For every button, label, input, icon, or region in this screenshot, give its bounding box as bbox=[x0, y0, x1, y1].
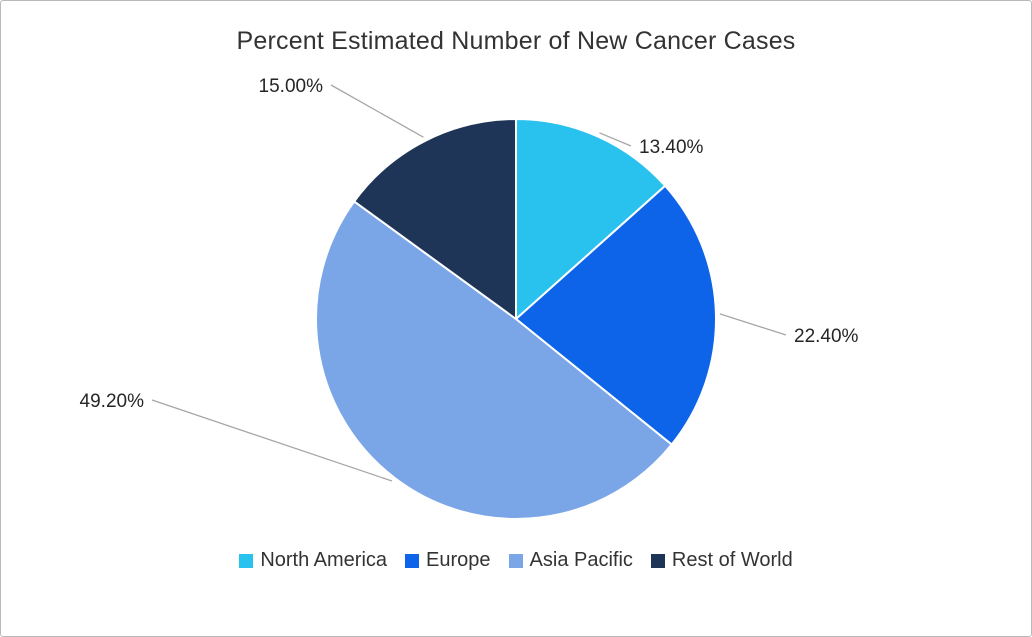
data-label-asia-pacific: 49.20% bbox=[80, 391, 145, 412]
legend-swatch-europe bbox=[405, 553, 420, 568]
pie-slice-north-america bbox=[515, 118, 667, 320]
pie-slice-asia-pacific bbox=[315, 200, 673, 520]
legend-item-rest-of-world: Rest of World bbox=[650, 549, 793, 572]
legend-label-europe: Europe bbox=[426, 549, 491, 571]
pie-slice-rest-of-world bbox=[353, 118, 517, 320]
chart-title: Percent Estimated Number of New Cancer C… bbox=[236, 27, 796, 55]
leader-line-north-america bbox=[599, 132, 632, 147]
legend-swatch-north-america bbox=[239, 553, 254, 568]
data-label-rest-of-world: 15.00% bbox=[259, 76, 324, 97]
data-label-north-america: 13.40% bbox=[639, 137, 704, 158]
legend-item-europe: Europe bbox=[405, 549, 491, 572]
leader-line-rest-of-world bbox=[330, 84, 424, 138]
leader-line-asia-pacific bbox=[151, 399, 393, 482]
pie-slice-europe bbox=[515, 184, 717, 446]
legend-item-asia-pacific: Asia Pacific bbox=[508, 549, 633, 572]
legend-swatch-asia-pacific bbox=[508, 553, 523, 568]
legend-label-asia-pacific: Asia Pacific bbox=[529, 549, 633, 571]
legend-label-north-america: North America bbox=[260, 549, 388, 571]
legend-label-rest-of-world: Rest of World bbox=[671, 549, 793, 571]
legend-item-north-america: North America bbox=[239, 549, 387, 572]
legend: North America Europe Asia Pacific Rest o… bbox=[1, 549, 1031, 572]
leader-line-europe bbox=[719, 313, 787, 336]
legend-swatch-rest-of-world bbox=[650, 553, 665, 568]
data-label-europe: 22.40% bbox=[794, 326, 859, 347]
